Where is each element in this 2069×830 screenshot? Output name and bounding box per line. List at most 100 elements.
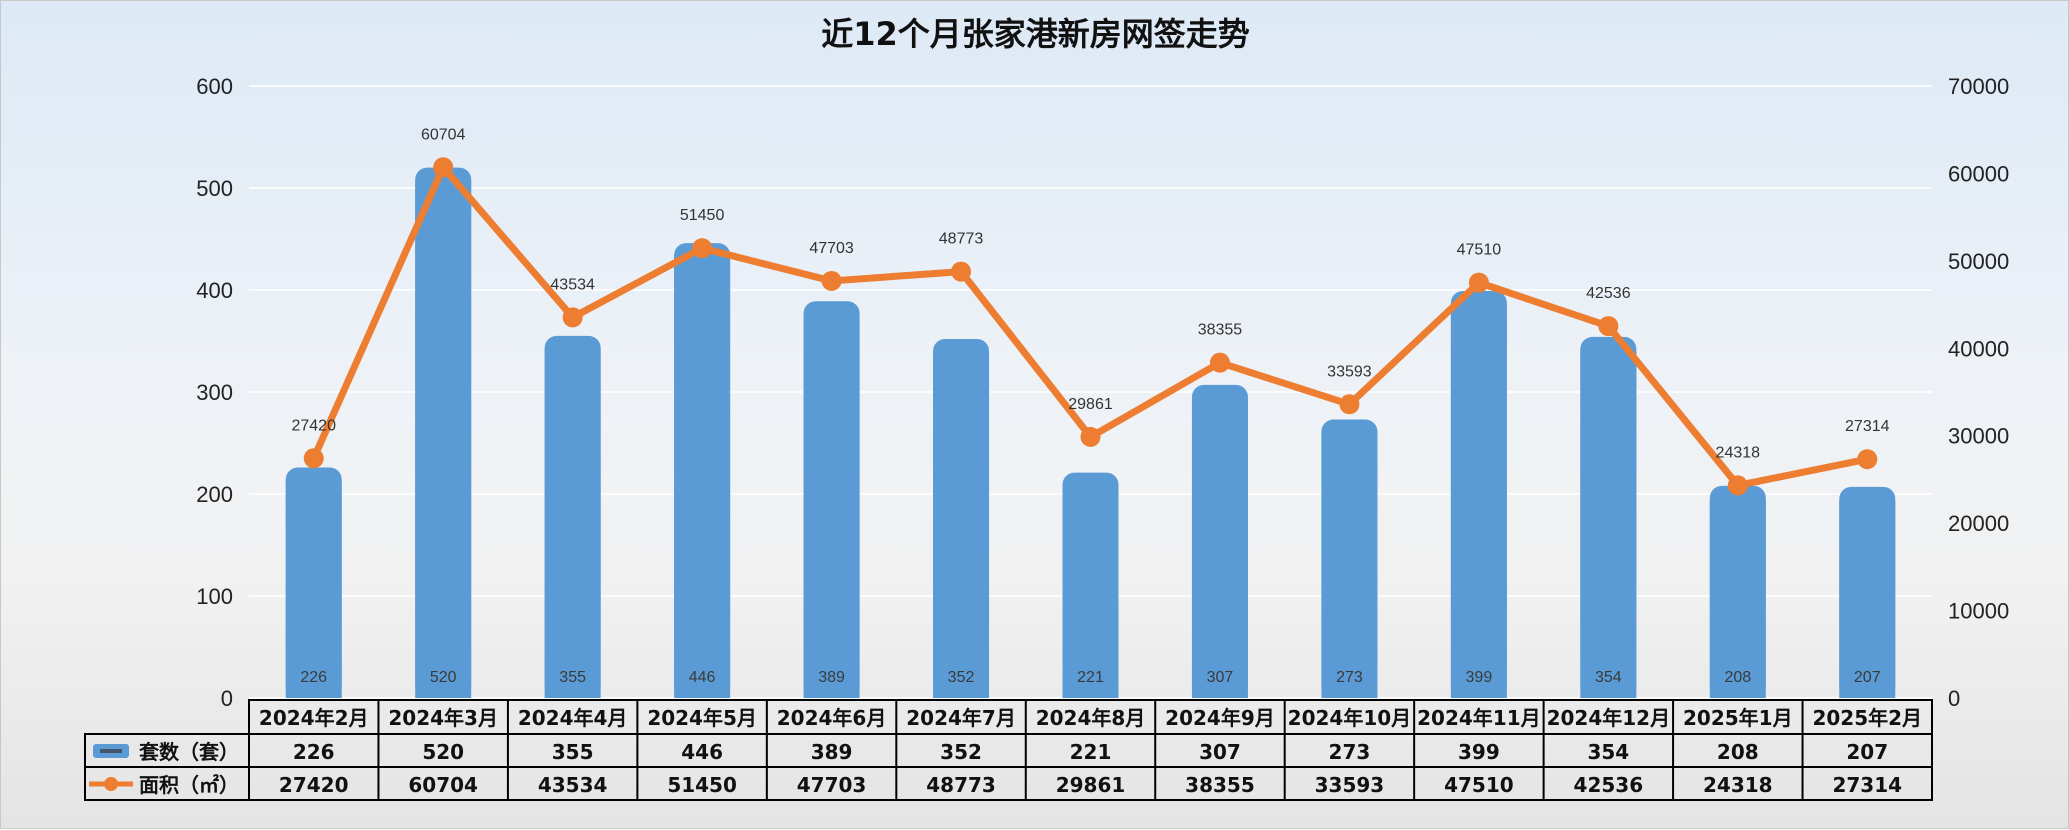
table-count-6: 221 bbox=[1070, 740, 1112, 764]
bar-base-6 bbox=[1062, 486, 1119, 698]
legend-line-name: 面积（㎡） bbox=[139, 773, 239, 797]
y-right-tick-7: 70000 bbox=[1948, 74, 2009, 99]
line-label-9: 47510 bbox=[1457, 242, 1502, 259]
line-point-6 bbox=[1080, 426, 1101, 447]
legend-line-marker bbox=[104, 777, 118, 791]
table-area-4: 47703 bbox=[797, 773, 867, 797]
line-point-5 bbox=[951, 261, 972, 282]
bar-label-7: 307 bbox=[1207, 669, 1234, 686]
y-left-tick-1: 100 bbox=[196, 584, 233, 609]
table-area-7: 38355 bbox=[1185, 773, 1255, 797]
bar-label-8: 273 bbox=[1336, 669, 1363, 686]
table-area-10: 42536 bbox=[1574, 773, 1644, 797]
table-area-1: 60704 bbox=[408, 773, 478, 797]
bar-label-2: 355 bbox=[559, 669, 586, 686]
line-label-8: 33593 bbox=[1327, 363, 1372, 380]
line-point-0 bbox=[303, 448, 324, 469]
y-left-tick-3: 300 bbox=[196, 380, 233, 405]
category-label-0: 2024年2月 bbox=[259, 706, 369, 730]
chart-title: 近12个月张家港新房网签走势 bbox=[821, 15, 1250, 53]
table-count-8: 273 bbox=[1329, 740, 1371, 764]
bar-base-3 bbox=[674, 257, 731, 698]
category-label-7: 2024年9月 bbox=[1165, 706, 1275, 730]
y-left-tick-0: 0 bbox=[221, 686, 233, 711]
y-left-tick-4: 400 bbox=[196, 278, 233, 303]
bar-base-11 bbox=[1709, 499, 1766, 698]
category-label-8: 2024年10月 bbox=[1288, 706, 1412, 730]
table-area-6: 29861 bbox=[1056, 773, 1126, 797]
bar-label-0: 226 bbox=[300, 669, 327, 686]
line-label-3: 51450 bbox=[680, 207, 725, 224]
legend-bar-name: 套数（套） bbox=[139, 740, 239, 764]
y-left-tick-6: 600 bbox=[196, 74, 233, 99]
category-label-2: 2024年4月 bbox=[518, 706, 628, 730]
bar-base-7 bbox=[1191, 398, 1248, 698]
y-right-tick-5: 50000 bbox=[1948, 249, 2009, 274]
category-label-4: 2024年6月 bbox=[777, 706, 887, 730]
table-count-12: 207 bbox=[1846, 740, 1888, 764]
bar-label-1: 520 bbox=[430, 669, 457, 686]
line-label-12: 27314 bbox=[1845, 418, 1890, 435]
table-area-0: 27420 bbox=[279, 773, 349, 797]
bar-base-2 bbox=[544, 349, 601, 698]
table-count-9: 399 bbox=[1458, 740, 1500, 764]
bar-label-11: 208 bbox=[1724, 669, 1751, 686]
category-label-11: 2025年1月 bbox=[1683, 706, 1793, 730]
bar-label-12: 207 bbox=[1854, 669, 1881, 686]
y-right-tick-3: 30000 bbox=[1948, 424, 2009, 449]
bar-base-8 bbox=[1321, 433, 1378, 698]
line-label-4: 47703 bbox=[809, 240, 854, 257]
bar-base-12 bbox=[1839, 500, 1896, 698]
table-area-11: 24318 bbox=[1703, 773, 1773, 797]
category-label-5: 2024年7月 bbox=[906, 706, 1016, 730]
table-count-5: 352 bbox=[940, 740, 982, 764]
table-count-0: 226 bbox=[293, 740, 335, 764]
category-label-10: 2024年12月 bbox=[1547, 706, 1671, 730]
table-area-2: 43534 bbox=[538, 773, 608, 797]
table-count-11: 208 bbox=[1717, 740, 1759, 764]
line-label-2: 43534 bbox=[550, 276, 595, 293]
line-point-10 bbox=[1598, 316, 1619, 337]
table-count-2: 355 bbox=[552, 740, 594, 764]
table-count-1: 520 bbox=[422, 740, 464, 764]
category-label-1: 2024年3月 bbox=[388, 706, 498, 730]
line-point-1 bbox=[433, 157, 454, 178]
line-point-8 bbox=[1339, 394, 1360, 415]
line-point-3 bbox=[692, 238, 713, 259]
line-label-5: 48773 bbox=[939, 231, 984, 248]
table-area-8: 33593 bbox=[1315, 773, 1385, 797]
category-label-12: 2025年2月 bbox=[1812, 706, 1922, 730]
category-label-6: 2024年8月 bbox=[1036, 706, 1146, 730]
line-label-10: 42536 bbox=[1586, 285, 1631, 302]
table-area-5: 48773 bbox=[926, 773, 996, 797]
bar-label-10: 354 bbox=[1595, 669, 1622, 686]
table-count-10: 354 bbox=[1587, 740, 1629, 764]
bar-label-9: 399 bbox=[1466, 669, 1493, 686]
bar-base-4 bbox=[803, 315, 860, 698]
line-label-7: 38355 bbox=[1198, 322, 1243, 339]
y-right-tick-2: 20000 bbox=[1948, 511, 2009, 536]
category-label-9: 2024年11月 bbox=[1417, 706, 1541, 730]
bar-label-5: 352 bbox=[948, 669, 975, 686]
table-count-3: 446 bbox=[681, 740, 723, 764]
table-count-7: 307 bbox=[1199, 740, 1241, 764]
table-area-3: 51450 bbox=[667, 773, 737, 797]
y-left-tick-2: 200 bbox=[196, 482, 233, 507]
line-label-0: 27420 bbox=[291, 417, 336, 434]
line-label-11: 24318 bbox=[1716, 444, 1761, 461]
bar-label-3: 446 bbox=[689, 669, 716, 686]
bar-base-10 bbox=[1580, 350, 1637, 698]
bar-base-5 bbox=[933, 352, 990, 698]
y-right-tick-6: 60000 bbox=[1948, 161, 2009, 186]
line-point-12 bbox=[1857, 449, 1878, 470]
bar-label-6: 221 bbox=[1077, 669, 1104, 686]
y-right-tick-4: 40000 bbox=[1948, 336, 2009, 361]
y-right-tick-0: 0 bbox=[1948, 686, 1960, 711]
bar-label-4: 389 bbox=[818, 669, 845, 686]
line-point-2 bbox=[562, 307, 583, 328]
line-point-11 bbox=[1727, 475, 1748, 496]
category-label-3: 2024年5月 bbox=[647, 706, 757, 730]
y-right-tick-1: 10000 bbox=[1948, 599, 2009, 624]
line-point-4 bbox=[821, 270, 842, 291]
